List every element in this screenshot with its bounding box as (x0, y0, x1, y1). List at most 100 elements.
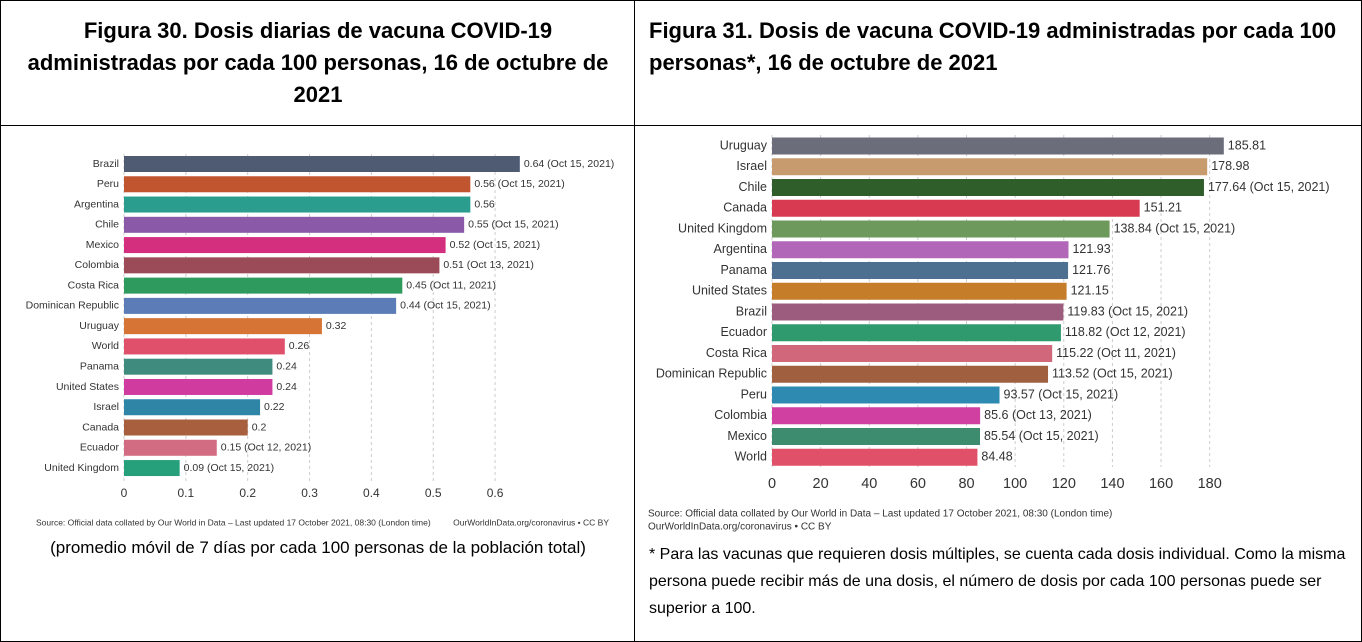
category-label: Panama (80, 360, 119, 372)
value-label: 0.55 (Oct 15, 2021) (468, 219, 558, 231)
bar (772, 220, 1110, 238)
cell-border (1, 125, 1361, 126)
x-tick-label: 0.3 (301, 486, 318, 500)
category-label: Uruguay (79, 320, 119, 332)
x-tick-label: 60 (910, 476, 926, 492)
value-label: 0.26 (289, 340, 310, 352)
category-label: United Kingdom (678, 221, 767, 235)
bar (772, 199, 1140, 217)
value-label: 113.52 (Oct 15, 2021) (1052, 367, 1173, 381)
value-label: 118.82 (Oct 12, 2021) (1065, 325, 1186, 339)
value-label: 0.15 (Oct 12, 2021) (221, 442, 311, 454)
category-label: Brazil (736, 304, 767, 318)
bar (124, 196, 471, 213)
category-label: Israel (93, 401, 119, 413)
category-label: United States (56, 381, 119, 393)
x-tick-label: 0 (768, 476, 776, 492)
value-label: 93.57 (Oct 15, 2021) (1004, 387, 1119, 401)
category-label: Costa Rica (706, 346, 767, 360)
figure-title: Figura 31. Dosis de vacuna COVID-19 admi… (649, 18, 1337, 75)
category-label: Chile (739, 180, 768, 194)
x-tick-label: 80 (958, 476, 974, 492)
category-label: Costa Rica (68, 279, 120, 291)
category-label: Israel (736, 159, 767, 173)
cell-border (634, 1, 635, 641)
bar (772, 345, 1053, 362)
category-label: Canada (82, 421, 119, 433)
value-label: 0.51 (Oct 13, 2021) (443, 259, 533, 271)
bar (772, 324, 1061, 342)
bar (772, 428, 980, 445)
category-label: Argentina (74, 198, 119, 210)
value-label: 0.2 (252, 421, 267, 433)
bar (772, 137, 1224, 155)
source: OurWorldInData.org/coronavirus • CC BY (453, 517, 609, 527)
x-tick-label: 0 (121, 486, 128, 500)
bar (772, 365, 1049, 383)
x-tick-label: 20 (813, 476, 829, 492)
bar (124, 237, 446, 254)
bar (124, 378, 273, 395)
x-tick-label: 0.6 (487, 486, 504, 500)
bar (772, 282, 1067, 300)
category-label: Panama (720, 263, 767, 277)
value-label: 0.24 (276, 381, 297, 393)
bar (124, 297, 397, 314)
x-tick-label: 160 (1149, 476, 1173, 492)
category-label: Dominican Republic (26, 300, 119, 312)
value-label: 0.32 (326, 320, 347, 332)
bar (124, 358, 273, 375)
x-tick-label: 0.1 (178, 486, 195, 500)
value-label: 121.15 (1071, 284, 1109, 298)
bar (772, 262, 1069, 279)
value-label: 84.48 (981, 450, 1012, 464)
value-label: 0.56 (474, 198, 495, 210)
bar (124, 419, 248, 436)
value-label: 0.56 (Oct 15, 2021) (474, 178, 564, 190)
value-label: 0.22 (264, 401, 285, 413)
bar (772, 158, 1208, 176)
x-tick-label: 100 (1003, 476, 1027, 492)
bar (124, 460, 180, 477)
bar (124, 156, 520, 172)
value-label: 0.45 (Oct 11, 2021) (406, 279, 496, 291)
bar (124, 399, 261, 416)
bar (772, 303, 1064, 321)
category-label: Ecuador (80, 442, 120, 454)
category-label: United Kingdom (44, 462, 119, 474)
category-label: Mexico (727, 429, 767, 443)
x-tick-label: 0.2 (239, 486, 256, 500)
bar (124, 338, 285, 355)
category-label: Peru (97, 178, 119, 190)
value-label: 177.64 (Oct 15, 2021) (1208, 180, 1330, 194)
x-tick-label: 180 (1198, 476, 1222, 492)
category-label: Colombia (714, 408, 767, 422)
figure-note: (promedio móvil de 7 días por cada 100 p… (50, 538, 586, 557)
chart: 0 20 40 60 80 100 120 140 160 180 Uruguay 185.81 Isr… (648, 135, 1330, 533)
bar (772, 407, 981, 425)
category-label: Canada (723, 201, 767, 215)
bar (124, 277, 403, 294)
category-label: United States (692, 284, 767, 298)
bar (772, 386, 1000, 404)
category-label: Chile (95, 219, 119, 231)
figure-title: Figura 30. Dosis diarias de vacuna COVID… (27, 18, 609, 107)
category-label: Dominican Republic (656, 367, 767, 381)
value-label: 0.44 (Oct 15, 2021) (400, 300, 490, 312)
category-label: Peru (741, 387, 767, 401)
value-label: 185.81 (1228, 138, 1266, 152)
category-label: Colombia (75, 259, 120, 271)
source: Source: Official data collated by Our Wo… (648, 509, 1112, 520)
category-label: Brazil (93, 158, 119, 170)
value-label: 151.21 (1144, 201, 1182, 215)
bar (124, 176, 471, 193)
category-label: Argentina (713, 242, 767, 256)
value-label: 138.84 (Oct 15, 2021) (1114, 221, 1236, 235)
source: OurWorldInData.org/coronavirus • CC BY (648, 522, 832, 533)
value-label: 178.98 (1211, 159, 1249, 173)
x-tick-label: 0.4 (363, 486, 380, 500)
x-tick-label: 40 (861, 476, 877, 492)
value-label: 0.24 (276, 360, 297, 372)
category-label: World (735, 450, 767, 464)
